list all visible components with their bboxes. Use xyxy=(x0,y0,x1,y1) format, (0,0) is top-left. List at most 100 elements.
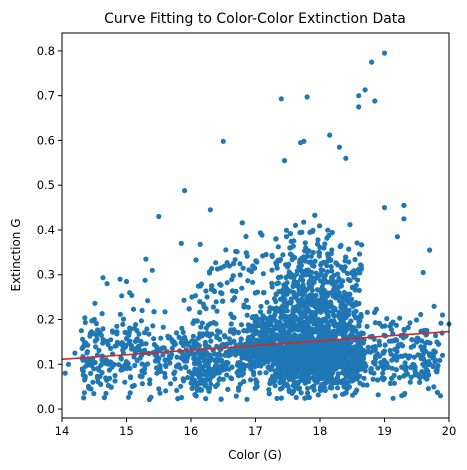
data-point xyxy=(221,333,227,339)
data-point xyxy=(228,340,234,346)
data-point xyxy=(275,274,281,281)
data-point xyxy=(180,329,186,335)
data-point xyxy=(72,350,78,356)
data-point xyxy=(156,347,162,353)
data-point xyxy=(197,351,203,357)
data-point xyxy=(370,376,376,382)
data-point xyxy=(248,339,254,345)
data-point xyxy=(190,320,196,326)
data-point xyxy=(341,268,347,274)
data-point xyxy=(84,349,90,355)
data-point xyxy=(337,315,343,321)
data-point xyxy=(324,263,330,269)
data-point xyxy=(171,339,177,345)
data-point xyxy=(379,375,385,381)
data-point xyxy=(78,328,84,334)
y-axis-ticks: 0.0 0.1 0.2 0.3 0.4 0.5 0.6 0.7 0.8 xyxy=(37,44,62,416)
data-point xyxy=(356,93,362,99)
data-point xyxy=(351,366,357,373)
data-point xyxy=(303,327,309,334)
data-point xyxy=(192,293,199,299)
data-point xyxy=(388,327,395,333)
data-point xyxy=(304,94,310,100)
data-point xyxy=(199,333,205,339)
data-point xyxy=(401,216,407,222)
data-point xyxy=(238,336,244,342)
data-point xyxy=(426,358,432,365)
data-point xyxy=(250,263,256,269)
data-point xyxy=(235,368,241,374)
data-point xyxy=(173,330,180,336)
data-point xyxy=(251,372,257,378)
data-point xyxy=(174,387,180,393)
data-point xyxy=(315,237,321,243)
data-point xyxy=(119,293,125,299)
data-point xyxy=(283,227,290,233)
data-point xyxy=(340,359,346,365)
data-point xyxy=(325,254,331,260)
data-point xyxy=(348,300,354,306)
data-point xyxy=(244,312,250,318)
data-point xyxy=(397,315,403,321)
data-point xyxy=(182,188,188,194)
data-point xyxy=(418,311,424,318)
data-point xyxy=(436,341,442,347)
data-point xyxy=(355,332,361,338)
data-point xyxy=(231,348,237,354)
data-point xyxy=(266,387,272,393)
data-point xyxy=(433,368,439,374)
data-point xyxy=(266,391,272,397)
data-point xyxy=(417,379,423,385)
data-point xyxy=(327,384,333,391)
data-point xyxy=(243,250,249,256)
data-point xyxy=(303,346,309,352)
data-point xyxy=(376,338,382,344)
data-point xyxy=(362,87,368,93)
data-point xyxy=(255,345,261,351)
data-point xyxy=(167,334,173,340)
data-point xyxy=(315,321,321,327)
data-point xyxy=(206,367,212,373)
data-point xyxy=(214,308,220,314)
data-point xyxy=(104,281,110,287)
data-point xyxy=(218,265,224,271)
x-tick-label: 20 xyxy=(442,424,457,438)
data-point xyxy=(285,359,291,365)
data-point xyxy=(343,254,349,260)
data-point xyxy=(363,363,369,369)
data-point xyxy=(277,256,284,263)
data-point xyxy=(106,367,112,373)
data-point xyxy=(313,270,319,276)
data-point xyxy=(335,262,341,268)
data-point xyxy=(419,369,425,375)
data-point xyxy=(119,367,125,373)
data-point xyxy=(277,380,283,386)
data-point xyxy=(332,305,338,312)
data-point xyxy=(422,348,428,354)
data-point xyxy=(265,317,272,324)
data-point xyxy=(308,253,314,259)
data-point xyxy=(216,366,222,372)
data-point xyxy=(281,382,287,388)
data-point xyxy=(205,385,211,392)
data-point xyxy=(265,322,271,328)
x-axis-label: Color (G) xyxy=(228,448,282,462)
data-point xyxy=(216,377,222,383)
data-point xyxy=(81,343,87,349)
data-point xyxy=(321,245,327,251)
data-point xyxy=(292,379,298,385)
data-point xyxy=(200,301,206,307)
data-point xyxy=(240,265,246,271)
data-point xyxy=(420,361,426,367)
data-point xyxy=(95,365,101,371)
data-point xyxy=(390,395,396,401)
data-point xyxy=(299,284,305,290)
data-point xyxy=(295,354,301,360)
data-point xyxy=(309,262,315,268)
data-point xyxy=(244,354,250,360)
data-point xyxy=(376,320,382,326)
data-point xyxy=(411,354,417,360)
data-point xyxy=(356,251,363,257)
data-point xyxy=(138,318,144,324)
data-point xyxy=(439,312,446,318)
